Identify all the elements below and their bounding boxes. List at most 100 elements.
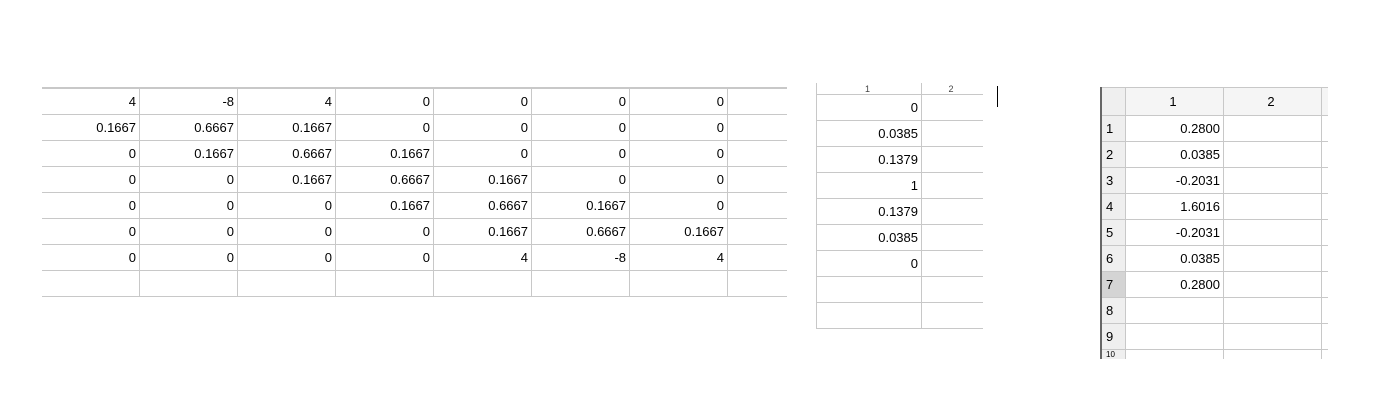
vector-b-cell[interactable] xyxy=(921,198,983,225)
vector-c-row-header[interactable]: 1 xyxy=(1100,115,1126,142)
vector-b-cell[interactable]: 0.0385 xyxy=(816,120,922,147)
matrix-a-cell[interactable]: 0 xyxy=(629,140,728,167)
matrix-a-cell[interactable]: 0 xyxy=(531,114,630,141)
vector-c-cell[interactable] xyxy=(1223,115,1322,142)
vector-c-corner[interactable] xyxy=(1100,87,1126,116)
vector-c-cell[interactable] xyxy=(1223,141,1322,168)
vector-c-col-header-3[interactable] xyxy=(1321,87,1328,116)
vector-c-cell[interactable] xyxy=(1321,219,1328,246)
matrix-a-cell[interactable] xyxy=(139,270,238,297)
matrix-a-cell[interactable] xyxy=(237,270,336,297)
matrix-a-cell[interactable]: 0 xyxy=(433,114,532,141)
matrix-a-cell[interactable]: 0.6667 xyxy=(139,114,238,141)
vector-c-row-header[interactable]: 9 xyxy=(1100,323,1126,350)
vector-b-cell[interactable] xyxy=(921,146,983,173)
matrix-a-cell[interactable]: -8 xyxy=(531,244,630,271)
vector-c-cell[interactable] xyxy=(1321,349,1328,359)
vector-c-cell[interactable] xyxy=(1223,167,1322,194)
matrix-a-cell[interactable] xyxy=(727,270,787,297)
matrix-a-cell[interactable] xyxy=(531,270,630,297)
matrix-a-cell[interactable]: 0 xyxy=(335,87,434,115)
matrix-a-cell[interactable]: 0.1667 xyxy=(139,140,238,167)
vector-b-cell[interactable]: 0 xyxy=(816,250,922,277)
vector-c-row-header[interactable]: 2 xyxy=(1100,141,1126,168)
vector-b-cell[interactable] xyxy=(816,302,922,329)
vector-b-cell[interactable] xyxy=(921,276,983,303)
matrix-a-cell[interactable]: 0 xyxy=(531,166,630,193)
vector-c-cell[interactable] xyxy=(1321,245,1328,272)
matrix-a-cell[interactable]: 0 xyxy=(237,218,336,245)
matrix-a-cell[interactable]: 0 xyxy=(237,192,336,219)
matrix-a-cell[interactable]: 0.6667 xyxy=(237,140,336,167)
matrix-a-cell[interactable]: 0.1667 xyxy=(237,114,336,141)
vector-c-cell[interactable] xyxy=(1321,271,1328,298)
vector-c-cell[interactable]: -0.2031 xyxy=(1125,219,1224,246)
vector-c-row-header[interactable]: 3 xyxy=(1100,167,1126,194)
vector-b-cell[interactable]: 0 xyxy=(816,94,922,121)
vector-c-cell[interactable] xyxy=(1321,141,1328,168)
vector-c-row-header[interactable]: 4 xyxy=(1100,193,1126,220)
matrix-a-cell[interactable]: 0.1667 xyxy=(433,218,532,245)
vector-c-cell[interactable] xyxy=(1125,349,1224,359)
matrix-a-cell[interactable]: 0 xyxy=(629,166,728,193)
matrix-a-cell[interactable]: 0.1667 xyxy=(629,218,728,245)
vector-c-cell[interactable] xyxy=(1321,193,1328,220)
matrix-a-cell[interactable]: 0.6667 xyxy=(335,166,434,193)
vector-c-cell[interactable] xyxy=(1223,245,1322,272)
matrix-a-cell[interactable]: 0.6667 xyxy=(531,218,630,245)
matrix-a-cell[interactable] xyxy=(42,270,140,297)
vector-c-cell[interactable] xyxy=(1321,167,1328,194)
matrix-a-cell[interactable] xyxy=(727,244,787,271)
vector-c-cell[interactable] xyxy=(1125,323,1224,350)
matrix-a-cell[interactable]: 4 xyxy=(629,244,728,271)
matrix-a-cell[interactable]: 4 xyxy=(42,87,140,115)
matrix-a-cell[interactable]: 4 xyxy=(433,244,532,271)
vector-c-col-header-2[interactable]: 2 xyxy=(1223,87,1322,116)
matrix-a-cell[interactable] xyxy=(727,140,787,167)
vector-c-cell[interactable] xyxy=(1223,297,1322,324)
vector-b-cell[interactable]: 1 xyxy=(816,172,922,199)
matrix-a-cell[interactable]: 0 xyxy=(42,140,140,167)
vector-b-col-header-2[interactable]: 2 xyxy=(921,83,983,95)
matrix-a-cell[interactable]: 0 xyxy=(433,87,532,115)
matrix-a-cell[interactable]: 4 xyxy=(237,87,336,115)
matrix-a-cell[interactable]: 0 xyxy=(629,87,728,115)
matrix-a-cell[interactable]: 0.1667 xyxy=(237,166,336,193)
matrix-a-cell[interactable] xyxy=(727,114,787,141)
vector-c-cell[interactable]: 0.2800 xyxy=(1125,271,1224,298)
vector-b-col-header-1[interactable]: 1 xyxy=(816,83,922,95)
matrix-a-cell[interactable]: 0 xyxy=(335,218,434,245)
vector-c-row-header[interactable]: 7 xyxy=(1100,271,1126,298)
matrix-a-cell[interactable]: 0 xyxy=(335,244,434,271)
matrix-a-cell[interactable]: 0.1667 xyxy=(42,114,140,141)
matrix-a-cell[interactable]: 0 xyxy=(139,244,238,271)
vector-c-cell[interactable] xyxy=(1223,193,1322,220)
matrix-a-cell[interactable]: 0 xyxy=(433,140,532,167)
vector-c-cell[interactable]: 1.6016 xyxy=(1125,193,1224,220)
vector-b-cell[interactable] xyxy=(921,250,983,277)
vector-b-cell[interactable] xyxy=(816,276,922,303)
matrix-a-cell[interactable] xyxy=(727,218,787,245)
vector-c-cell[interactable] xyxy=(1321,323,1328,350)
matrix-a-cell[interactable]: 0.6667 xyxy=(433,192,532,219)
matrix-a-cell[interactable]: 0 xyxy=(42,218,140,245)
matrix-a-cell[interactable] xyxy=(727,87,787,115)
vector-c-cell[interactable] xyxy=(1223,349,1322,359)
matrix-a-cell[interactable]: 0 xyxy=(42,244,140,271)
vector-b-cell[interactable] xyxy=(921,94,983,121)
vector-b-cell[interactable] xyxy=(921,120,983,147)
vector-b-cell[interactable] xyxy=(921,172,983,199)
vector-c-cell[interactable] xyxy=(1321,297,1328,324)
vector-c-cell[interactable] xyxy=(1321,115,1328,142)
matrix-a-cell[interactable]: 0 xyxy=(531,140,630,167)
matrix-a-cell[interactable]: 0 xyxy=(42,192,140,219)
matrix-a-cell[interactable]: 0.1667 xyxy=(335,140,434,167)
matrix-a-cell[interactable]: 0 xyxy=(629,114,728,141)
matrix-a-cell[interactable]: 0.1667 xyxy=(433,166,532,193)
matrix-a-cell[interactable] xyxy=(727,192,787,219)
matrix-a-cell[interactable] xyxy=(335,270,434,297)
vector-c-col-header-1[interactable]: 1 xyxy=(1125,87,1224,116)
vector-c-cell[interactable] xyxy=(1223,323,1322,350)
matrix-a-cell[interactable] xyxy=(727,166,787,193)
matrix-a-cell[interactable] xyxy=(629,270,728,297)
